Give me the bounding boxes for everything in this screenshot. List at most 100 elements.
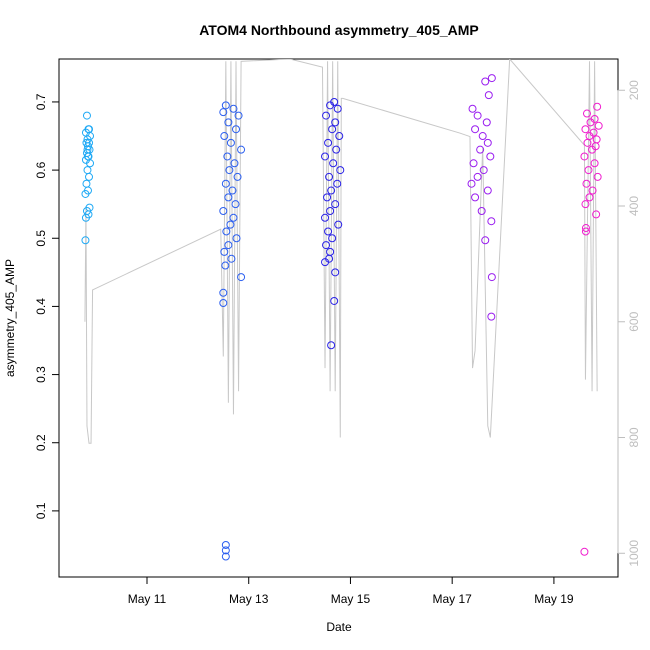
point (593, 102, 602, 111)
point (81, 189, 90, 198)
point (224, 118, 233, 127)
point (487, 312, 496, 321)
point (588, 145, 597, 154)
point (230, 159, 239, 168)
point (331, 200, 340, 209)
x-axis-label: Date (326, 620, 352, 634)
point (478, 132, 487, 141)
point (585, 193, 594, 202)
point (226, 220, 235, 229)
point (335, 132, 344, 141)
point (221, 261, 230, 270)
point (592, 210, 601, 219)
point (476, 145, 485, 154)
x-tick-label: May 17 (433, 592, 473, 606)
point (327, 186, 336, 195)
point (224, 193, 233, 202)
point (325, 172, 334, 181)
point (582, 179, 591, 188)
point (83, 166, 92, 175)
point (237, 273, 246, 282)
point (583, 138, 592, 147)
point (481, 77, 490, 86)
point (332, 145, 341, 154)
point (221, 179, 230, 188)
point (81, 236, 90, 245)
y2-tick-label: 400 (627, 196, 641, 216)
point (223, 152, 232, 161)
x-tick-label: May 15 (331, 592, 371, 606)
point (581, 224, 590, 233)
point (469, 159, 478, 168)
trace-line (84, 59, 598, 444)
point (82, 179, 91, 188)
point (219, 108, 228, 117)
x-tick-label: May 19 (534, 592, 574, 606)
point (227, 254, 236, 263)
point (232, 234, 241, 243)
point (588, 186, 597, 195)
y2-tick-label: 1000 (627, 540, 641, 567)
point (479, 166, 488, 175)
y2-tick-label: 800 (627, 427, 641, 447)
point (326, 206, 335, 215)
point (484, 91, 493, 100)
point (324, 138, 333, 147)
point (219, 206, 228, 215)
point (481, 236, 490, 245)
point (468, 104, 477, 113)
point (586, 118, 595, 127)
point (580, 547, 589, 556)
point (327, 341, 336, 350)
point (333, 179, 342, 188)
y2-tick-label: 200 (627, 80, 641, 100)
point (234, 111, 243, 120)
point (593, 172, 602, 181)
point (321, 213, 330, 222)
point (467, 179, 476, 188)
point (580, 152, 589, 161)
point (220, 247, 229, 256)
point (334, 220, 343, 229)
point (225, 166, 234, 175)
point (333, 104, 342, 113)
point (82, 111, 91, 120)
point (221, 101, 230, 110)
point (581, 227, 590, 236)
point (331, 268, 340, 277)
point (226, 138, 235, 147)
y-axis-label: asymmetry_405_AMP (3, 259, 17, 377)
point (222, 227, 231, 236)
point (232, 125, 241, 134)
x-tick-label: May 11 (128, 592, 167, 606)
point (581, 125, 590, 134)
y-tick-label: 0.7 (34, 93, 48, 110)
plot-area (81, 59, 603, 561)
y-tick-label: 0.5 (34, 230, 48, 247)
point (324, 227, 333, 236)
y-tick-label: 0.6 (34, 161, 48, 178)
point (221, 552, 230, 561)
point (329, 159, 338, 168)
point (473, 172, 482, 181)
point (582, 109, 591, 118)
point (328, 125, 337, 134)
point (323, 193, 332, 202)
point (322, 111, 331, 120)
point (237, 145, 246, 154)
point (228, 186, 237, 195)
point (83, 152, 92, 161)
y2-tick-label: 600 (627, 311, 641, 331)
point (486, 152, 495, 161)
point (326, 247, 335, 256)
point (81, 213, 90, 222)
point (224, 241, 233, 250)
point (482, 118, 491, 127)
y-tick-label: 0.3 (34, 366, 48, 383)
point (231, 200, 240, 209)
point (584, 166, 593, 175)
point (477, 206, 486, 215)
point (219, 299, 228, 308)
point (229, 104, 238, 113)
